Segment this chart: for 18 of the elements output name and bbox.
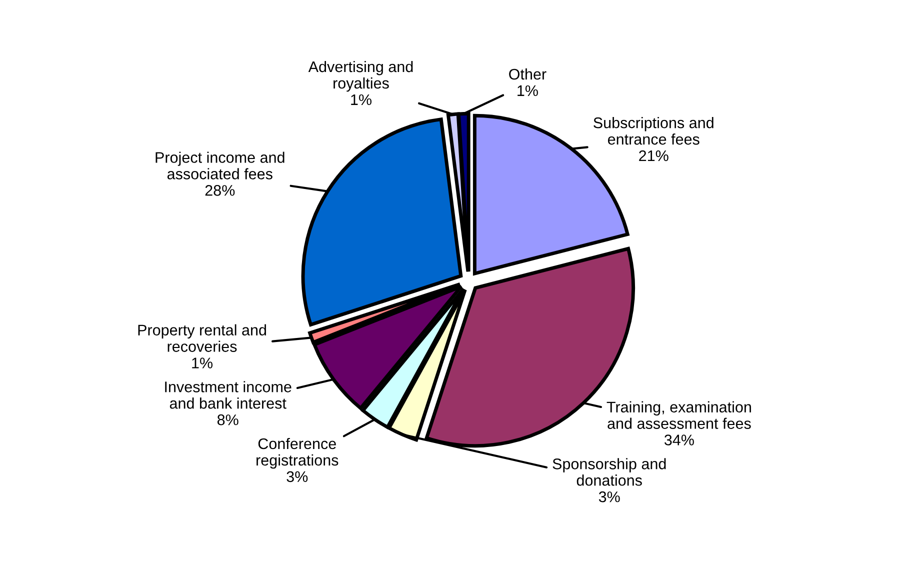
slice-label: Investment income and bank interest [165,381,292,409]
data-label: 8% [217,414,238,426]
slice-label: Other [509,68,546,80]
data-label: 1% [518,85,538,96]
slice-label: Advertising and royalties [308,60,413,92]
slice-label: Conference registrations [256,438,338,469]
data-label: 3% [286,471,308,482]
data-label: 3% [598,491,620,502]
data-label: 1% [192,358,213,368]
slice-label: Sponsorship and donations [552,458,666,486]
data-label: 1% [351,94,372,106]
slice-label: Property rental and recoveries [138,324,266,352]
slice-label: Project income and associated fees [156,152,284,180]
data-label: 34% [664,434,694,446]
data-label: 28% [205,185,235,196]
data-label: 21% [639,150,668,162]
slice-label: Subscriptions and entrance fees [594,117,714,145]
slice-label: Training, examination and assessment fees [606,401,751,429]
